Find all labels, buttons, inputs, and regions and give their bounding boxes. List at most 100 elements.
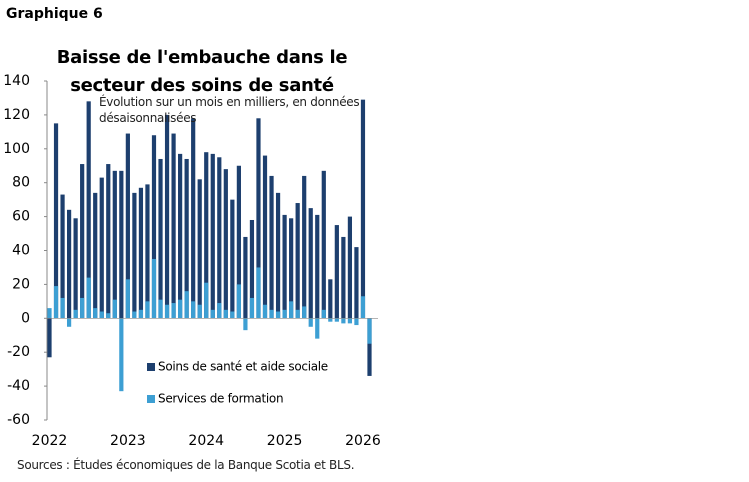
- x-tick-label: 2024: [188, 433, 224, 449]
- bar: [334, 225, 339, 319]
- bar: [243, 318, 248, 331]
- bar: [125, 133, 130, 319]
- bar: [86, 101, 91, 319]
- bar: [354, 318, 359, 326]
- bar: [236, 284, 241, 319]
- y-tick-label: -60: [7, 412, 30, 428]
- x-tick-label: 2023: [110, 433, 146, 449]
- bar: [315, 214, 320, 319]
- bar: [282, 214, 287, 319]
- y-tick-label: 60: [12, 209, 30, 225]
- bar: [210, 309, 215, 319]
- bar: [60, 297, 65, 319]
- bar: [53, 286, 59, 319]
- y-tick-label: 20: [12, 276, 30, 292]
- bar: [204, 282, 209, 319]
- bar: [256, 267, 261, 319]
- chart-title: Baisse de l'embauche dans le secteur des…: [56, 47, 348, 96]
- bar: [328, 318, 333, 322]
- bar: [334, 318, 339, 322]
- x-tick-label: 2025: [267, 433, 303, 449]
- bar: [60, 194, 65, 319]
- bar: [93, 192, 98, 319]
- y-tick-label: -20: [7, 344, 30, 360]
- bar: [249, 297, 255, 319]
- bar: [367, 318, 372, 344]
- bar: [308, 318, 313, 327]
- bar: [151, 258, 157, 319]
- bar: [256, 118, 261, 319]
- bar: [302, 306, 307, 319]
- bar: [341, 236, 346, 319]
- x-tick-label: 2026: [345, 433, 381, 449]
- bar: [321, 309, 326, 319]
- legend-label: Services de formation: [158, 392, 283, 406]
- bar: [262, 155, 268, 319]
- bar: [53, 123, 59, 319]
- bar: [178, 153, 183, 319]
- bar: [328, 279, 333, 319]
- bar: [308, 208, 313, 319]
- bar: [158, 158, 163, 319]
- bar: [99, 311, 104, 319]
- bar: [178, 299, 183, 319]
- bar: [171, 133, 176, 319]
- bar: [158, 299, 163, 319]
- bar: [236, 165, 241, 319]
- bar: [230, 199, 235, 319]
- bar: [347, 318, 353, 324]
- bar: [73, 309, 78, 319]
- bar: [354, 247, 359, 319]
- bar: [230, 311, 235, 319]
- bar: [184, 291, 189, 319]
- bar: [47, 308, 52, 319]
- bar: [223, 169, 228, 319]
- bar: [171, 303, 176, 319]
- bar: [119, 318, 124, 392]
- bar: [204, 152, 209, 319]
- bar: [66, 318, 72, 327]
- bar: [249, 219, 255, 319]
- bar: [315, 318, 320, 339]
- bar: [112, 299, 117, 319]
- bar: [106, 164, 111, 319]
- y-tick-label: 140: [3, 73, 30, 89]
- bar: [197, 179, 202, 319]
- bar: [197, 304, 202, 319]
- bar: [302, 175, 307, 319]
- legend-swatch: [147, 363, 155, 371]
- bar: [243, 236, 248, 319]
- bar: [282, 309, 287, 319]
- y-tick-label: 0: [21, 310, 30, 326]
- chart-subtitle: Évolution sur un mois en milliers, en do…: [99, 95, 360, 125]
- bar: [289, 218, 294, 319]
- bar: [295, 309, 300, 319]
- bar: [145, 184, 150, 319]
- y-tick-label: 40: [12, 243, 30, 259]
- bar: [138, 187, 144, 319]
- legend-swatch: [147, 395, 155, 403]
- bar: [191, 118, 196, 319]
- bar: [341, 318, 346, 324]
- bar: [80, 297, 85, 319]
- bar: [132, 192, 137, 319]
- x-tick-label: 2022: [32, 433, 68, 449]
- bar: [132, 311, 137, 319]
- bar: [145, 301, 150, 319]
- y-tick-label: -40: [7, 378, 30, 394]
- bar: [86, 277, 91, 319]
- bar: [217, 303, 222, 319]
- y-tick-label: 80: [12, 175, 30, 191]
- bar: [347, 216, 353, 319]
- bar: [47, 318, 52, 358]
- y-tick-label: 100: [3, 141, 30, 157]
- bar: [66, 209, 72, 319]
- bar: [93, 308, 98, 319]
- bar: [210, 153, 215, 319]
- bar: [164, 114, 170, 319]
- bar: [151, 135, 157, 319]
- bar: [289, 301, 294, 319]
- bar: [184, 158, 189, 319]
